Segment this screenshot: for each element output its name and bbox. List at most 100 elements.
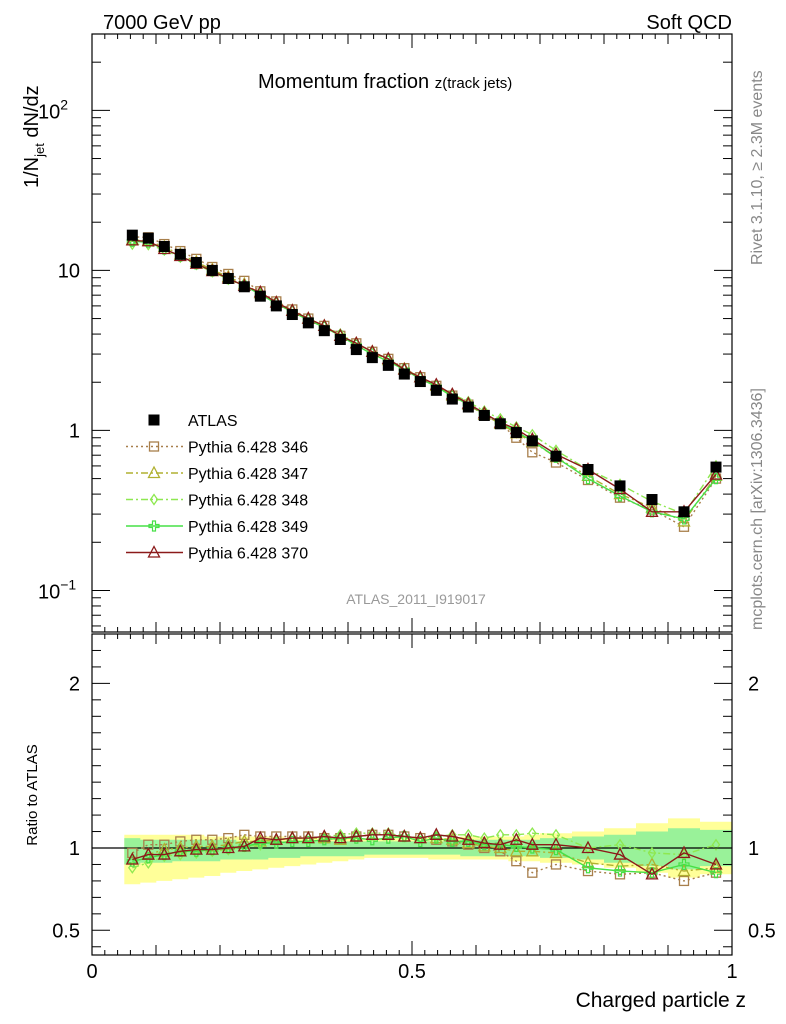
legend-marker bbox=[147, 545, 161, 558]
main-point bbox=[550, 450, 562, 462]
x-tick-label: 0 bbox=[86, 961, 97, 983]
ratio-y-tick-label-right: 0.5 bbox=[748, 920, 776, 942]
ratio-series-layer bbox=[92, 818, 732, 887]
main-panel: 10−1 1 10 102 Momentum fraction z(track jet… bbox=[21, 33, 733, 633]
main-point bbox=[430, 384, 442, 396]
ratio-point bbox=[128, 861, 137, 874]
ratio-point bbox=[677, 863, 691, 877]
ratio-frame bbox=[91, 633, 733, 956]
main-point bbox=[174, 248, 186, 260]
ratio-point bbox=[336, 828, 345, 841]
ratio-point bbox=[477, 838, 491, 852]
ratio-point bbox=[173, 840, 187, 854]
side-text-rivet: Rivet 3.1.10, ≥ 2.3M events bbox=[749, 70, 766, 265]
ratio-point bbox=[221, 840, 235, 854]
ylabel-tail: dN/dz bbox=[21, 85, 43, 143]
ratio-point bbox=[414, 835, 426, 848]
ratio-point bbox=[445, 829, 459, 842]
ratio-y-axis-label: Ratio to ATLAS bbox=[24, 744, 41, 845]
ratio-point bbox=[157, 847, 171, 860]
main-point bbox=[478, 409, 490, 421]
ratio-point bbox=[368, 827, 377, 840]
ratio-point bbox=[711, 838, 721, 851]
legend-label: Pythia 6.428 346 bbox=[188, 440, 308, 457]
main-title: Momentum fraction z(track jets) bbox=[258, 71, 512, 93]
ratio-point bbox=[677, 845, 691, 859]
ratio-point bbox=[333, 830, 347, 844]
main-point bbox=[645, 504, 659, 517]
ratio-point bbox=[461, 832, 475, 845]
main-point bbox=[270, 300, 282, 312]
header-right: Soft QCD bbox=[646, 12, 732, 34]
ratio-point bbox=[285, 830, 299, 844]
legend-entry: Pythia 6.428 346 bbox=[126, 440, 308, 457]
main-point bbox=[582, 472, 594, 485]
ratio-point bbox=[189, 842, 203, 855]
ratio-point bbox=[221, 837, 235, 850]
main-point bbox=[678, 521, 690, 532]
ratio-y-tick-label-left: 1 bbox=[69, 838, 80, 860]
ratio-point bbox=[710, 867, 722, 879]
ratio-panel: 0.5 0.5 1 1 2 2 0 0.5 1 Ratio to ATLAS Charged p… bbox=[24, 633, 776, 1012]
main-series-0 bbox=[126, 229, 722, 518]
ratio-point bbox=[286, 835, 298, 848]
legend-marker bbox=[148, 520, 160, 532]
ratio-point bbox=[448, 828, 457, 841]
ratio-point bbox=[613, 847, 627, 860]
main-point bbox=[190, 257, 202, 269]
main-point bbox=[709, 467, 723, 480]
ratio-point bbox=[645, 866, 659, 880]
main-y-tick-labels: 10−1 1 10 102 bbox=[38, 96, 80, 603]
legend-marker bbox=[149, 493, 159, 506]
ratio-point bbox=[509, 832, 523, 845]
ratio-point bbox=[430, 832, 442, 844]
ratio-point bbox=[429, 827, 443, 840]
ratio-point bbox=[397, 829, 411, 842]
ratio-point bbox=[269, 832, 283, 845]
main-point bbox=[254, 290, 266, 302]
ratio-point bbox=[614, 869, 626, 880]
ratio-point bbox=[549, 837, 563, 850]
ratio-point bbox=[550, 859, 562, 870]
x-tick-label: 1 bbox=[726, 961, 737, 983]
ratio-point bbox=[253, 834, 267, 847]
main-point bbox=[350, 344, 362, 356]
main-point bbox=[302, 317, 314, 329]
ratio-point bbox=[582, 862, 594, 874]
ratio-point bbox=[647, 846, 657, 860]
legend: ATLAS Pythia 6.428 346 Pythia 6.428 347 Pyt… bbox=[126, 413, 308, 563]
legend-entry: Pythia 6.428 370 bbox=[126, 545, 308, 563]
main-point bbox=[581, 468, 595, 482]
legend-label: Pythia 6.428 347 bbox=[188, 466, 308, 483]
ratio-y-tick-label-left: 2 bbox=[69, 673, 80, 695]
legend-label: Pythia 6.428 349 bbox=[188, 519, 308, 536]
ratio-point bbox=[271, 831, 282, 842]
ratio-point bbox=[582, 865, 594, 877]
main-frame bbox=[91, 33, 733, 633]
ratio-point bbox=[549, 845, 563, 859]
main-point bbox=[526, 435, 538, 447]
main-point bbox=[646, 494, 658, 506]
main-point bbox=[206, 264, 218, 276]
ratio-point bbox=[527, 867, 538, 878]
main-point bbox=[510, 427, 522, 439]
main-series-layer bbox=[125, 229, 723, 532]
ratio-point bbox=[127, 847, 138, 859]
main-point bbox=[238, 281, 250, 293]
main-point bbox=[494, 418, 506, 430]
main-point bbox=[527, 447, 538, 458]
ratio-point bbox=[493, 837, 507, 850]
main-point bbox=[126, 229, 138, 241]
ratio-point bbox=[270, 837, 282, 849]
legend-marker bbox=[148, 441, 160, 452]
y-tick-label: 102 bbox=[38, 96, 68, 123]
legend-entry: Pythia 6.428 349 bbox=[126, 519, 308, 536]
main-title-text: Momentum fraction bbox=[258, 71, 435, 93]
main-point bbox=[382, 359, 394, 371]
legend-entry: Pythia 6.428 348 bbox=[126, 493, 308, 510]
ratio-point bbox=[445, 832, 459, 845]
main-point bbox=[158, 241, 170, 253]
y-tick-label: 10−1 bbox=[38, 576, 76, 603]
ratio-point bbox=[318, 834, 330, 846]
x-axis-label: Charged particle z bbox=[576, 989, 746, 1012]
